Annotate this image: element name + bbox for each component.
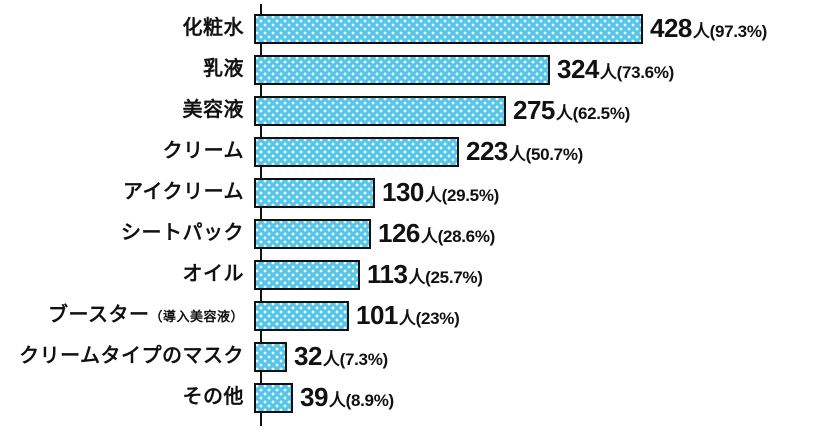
bar-row: クリーム 223 人(50.7%) bbox=[0, 131, 817, 172]
bar bbox=[254, 300, 349, 331]
value-suffix: 人(25.7%) bbox=[408, 268, 483, 287]
category-label-cell: アイクリーム bbox=[0, 182, 252, 203]
category-label-cell: 乳液 bbox=[0, 59, 252, 80]
bar-cell: 113 人(25.7%) bbox=[252, 259, 817, 290]
category-label: クリームタイプのマスク bbox=[19, 345, 244, 367]
category-label: その他 bbox=[182, 386, 244, 408]
bar-row: 化粧水 428 人(97.3%) bbox=[0, 8, 817, 49]
value-suffix: 人(97.3%) bbox=[692, 22, 768, 41]
bar-cell: 428 人(97.3%) bbox=[252, 13, 817, 44]
value-count: 275 bbox=[513, 95, 555, 125]
value-count: 428 bbox=[650, 13, 692, 43]
bar-row: クリームタイプのマスク 32 人(7.3%) bbox=[0, 336, 817, 377]
bar-cell: 101 人(23%) bbox=[252, 300, 817, 331]
category-label: クリーム bbox=[162, 140, 244, 162]
value-label: 130 人(29.5%) bbox=[382, 177, 499, 208]
bar-row: その他 39 人(8.9%) bbox=[0, 377, 817, 418]
category-label-cell: オイル bbox=[0, 264, 252, 285]
value-label: 32 人(7.3%) bbox=[294, 341, 388, 372]
category-label: 乳液 bbox=[203, 58, 244, 80]
y-axis-line bbox=[260, 4, 262, 426]
value-suffix: 人(23%) bbox=[398, 309, 460, 328]
category-label-cell: クリームタイプのマスク bbox=[0, 346, 252, 367]
category-label-cell: その他 bbox=[0, 387, 252, 408]
category-label-cell: ブースター（導入美容液） bbox=[0, 305, 252, 326]
category-label: 化粧水 bbox=[182, 17, 244, 39]
value-count: 130 bbox=[382, 177, 424, 207]
value-label: 223 人(50.7%) bbox=[466, 136, 583, 167]
bar-row: 美容液 275 人(62.5%) bbox=[0, 90, 817, 131]
bar-cell: 39 人(8.9%) bbox=[252, 382, 817, 413]
bar-row: ブースター（導入美容液） 101 人(23%) bbox=[0, 295, 817, 336]
value-label: 39 人(8.9%) bbox=[300, 382, 394, 413]
bar bbox=[254, 177, 375, 208]
category-label-cell: 美容液 bbox=[0, 100, 252, 121]
bar bbox=[254, 382, 293, 413]
bar-row: オイル 113 人(25.7%) bbox=[0, 254, 817, 295]
bar bbox=[254, 259, 360, 290]
bar-row: 乳液 324 人(73.6%) bbox=[0, 49, 817, 90]
category-label: 美容液 bbox=[182, 99, 244, 121]
bar bbox=[254, 13, 643, 44]
category-label-cell: シートパック bbox=[0, 223, 252, 244]
value-suffix: 人(73.6%) bbox=[599, 63, 675, 82]
bar-cell: 324 人(73.6%) bbox=[252, 54, 817, 85]
bar bbox=[254, 341, 287, 372]
category-label: アイクリーム bbox=[123, 181, 244, 203]
value-label: 428 人(97.3%) bbox=[650, 13, 767, 44]
bar-cell: 32 人(7.3%) bbox=[252, 341, 817, 372]
bar-cell: 275 人(62.5%) bbox=[252, 95, 817, 126]
value-count: 126 bbox=[378, 218, 420, 248]
bar bbox=[254, 218, 371, 249]
category-sublabel: （導入美容液） bbox=[149, 309, 244, 324]
bar-row: シートパック 126 人(28.6%) bbox=[0, 213, 817, 254]
bar bbox=[254, 54, 550, 85]
category-label: シートパック bbox=[121, 222, 244, 244]
value-count: 32 bbox=[294, 341, 322, 371]
bar-rows: 化粧水 428 人(97.3%) 乳液 324 人(73.6%) 美容液 bbox=[0, 8, 817, 418]
value-suffix: 人(7.3%) bbox=[322, 350, 388, 369]
value-label: 324 人(73.6%) bbox=[557, 54, 674, 85]
category-label: ブースター bbox=[47, 304, 150, 326]
bar-cell: 126 人(28.6%) bbox=[252, 218, 817, 249]
value-suffix: 人(29.5%) bbox=[424, 186, 500, 205]
bar-row: アイクリーム 130 人(29.5%) bbox=[0, 172, 817, 213]
value-count: 324 bbox=[557, 54, 599, 84]
value-label: 126 人(28.6%) bbox=[378, 218, 495, 249]
category-label-cell: クリーム bbox=[0, 141, 252, 162]
bar-cell: 223 人(50.7%) bbox=[252, 136, 817, 167]
bar bbox=[254, 95, 506, 126]
bar bbox=[254, 136, 459, 167]
value-label: 101 人(23%) bbox=[356, 300, 460, 331]
value-suffix: 人(62.5%) bbox=[555, 104, 631, 123]
value-count: 223 bbox=[466, 136, 508, 166]
value-count: 39 bbox=[300, 382, 328, 412]
category-label-cell: 化粧水 bbox=[0, 18, 252, 39]
value-label: 275 人(62.5%) bbox=[513, 95, 630, 126]
bar-cell: 130 人(29.5%) bbox=[252, 177, 817, 208]
value-suffix: 人(28.6%) bbox=[420, 227, 496, 246]
value-suffix: 人(8.9%) bbox=[328, 391, 394, 410]
value-suffix: 人(50.7%) bbox=[508, 145, 584, 164]
value-count: 113 bbox=[367, 259, 408, 289]
value-label: 113 人(25.7%) bbox=[367, 259, 483, 290]
value-count: 101 bbox=[356, 300, 398, 330]
category-label: オイル bbox=[182, 263, 244, 285]
